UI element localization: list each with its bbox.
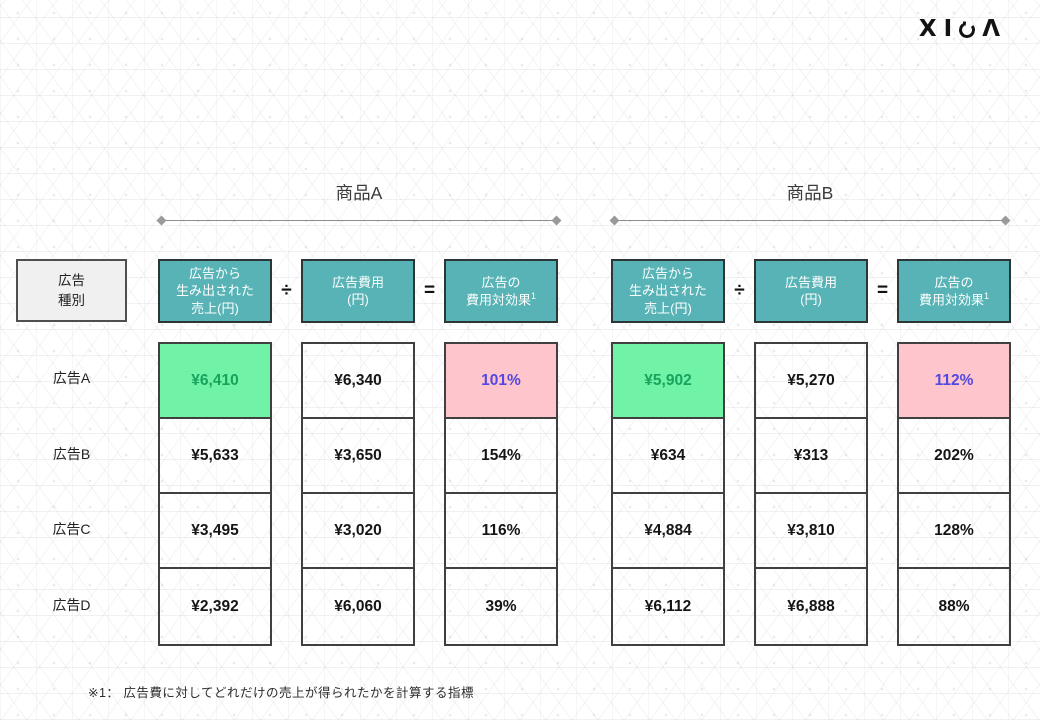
footnote-marker: 1: [531, 290, 537, 301]
product-a-roi-column: 101% 154% 116% 39%: [444, 342, 558, 646]
cost-cell: ¥3,650: [303, 419, 413, 494]
roi-column-header: 広告の 費用対効果1: [444, 259, 558, 323]
header-line: 広告から: [188, 266, 241, 282]
product-a-header: 商品A: [156, 180, 562, 226]
logo-letter-c-icon: [958, 20, 977, 39]
divider-line: [618, 220, 1002, 221]
header-line-text: 費用対効果: [918, 292, 984, 308]
footnote: ※1： 広告費に対してどれだけの売上が得られたかを計算する指標: [88, 686, 475, 700]
ad-type-label-line1: 広告: [58, 272, 85, 288]
row-label-ad-b: 広告B: [52, 446, 91, 462]
divider-line: [165, 220, 553, 221]
header-line: (円): [347, 292, 369, 307]
cost-cell: ¥6,060: [334, 597, 382, 615]
revenue-cell: ¥634: [613, 419, 723, 494]
product-b-cost-column: ¥5,270 ¥313 ¥3,810 ¥6,888: [754, 342, 868, 646]
product-a-column-headers: 広告から 生み出された 売上(円) ÷ 広告費用 (円) = 広告の 費用対効果…: [158, 259, 558, 323]
cost-cell: ¥3,020: [303, 494, 413, 569]
divide-operator: ÷: [281, 280, 292, 301]
header-line: 売上(円): [644, 300, 692, 316]
product-b-title: 商品B: [786, 183, 834, 203]
header-line: 生み出された: [175, 283, 254, 299]
roi-cell: 116%: [446, 494, 556, 569]
product-b-roi-column: 112% 202% 128% 88%: [897, 342, 1011, 646]
revenue-cell: ¥4,884: [613, 494, 723, 569]
header-line: 広告の: [934, 274, 974, 290]
revenue-column-header: 広告から 生み出された 売上(円): [611, 259, 725, 323]
product-a-title: 商品A: [335, 183, 383, 203]
cost-cell: ¥313: [756, 419, 866, 494]
roi-cell: 39%: [485, 597, 517, 615]
roi-column-header: 広告の 費用対効果1: [897, 259, 1011, 323]
divide-operator: ÷: [734, 280, 745, 301]
diamond-endpoint-icon: [1000, 215, 1011, 226]
roi-cell-highlight: 112%: [899, 344, 1009, 419]
row-label-ad-a: 広告A: [52, 370, 91, 386]
ad-type-label-line2: 種別: [58, 292, 85, 308]
header-line-text: 費用対効果: [465, 292, 531, 308]
footnote-marker: 1: [984, 290, 990, 301]
header-line: 費用対効果1: [466, 291, 536, 308]
revenue-cell-highlight: ¥5,902: [613, 344, 723, 419]
row-label-ad-c: 広告C: [52, 521, 91, 537]
cost-column-header: 広告費用 (円): [754, 259, 868, 323]
diamond-endpoint-icon: [609, 215, 620, 226]
product-b-column-headers: 広告から 生み出された 売上(円) ÷ 広告費用 (円) = 広告の 費用対効果…: [611, 259, 1011, 323]
header-line: 広告費用: [784, 274, 837, 290]
product-b-revenue-column: ¥5,902 ¥634 ¥4,884 ¥6,112: [611, 342, 725, 646]
header-line: 売上(円): [191, 300, 239, 316]
product-a-divider: [156, 215, 562, 226]
xica-logo: X I Λ: [919, 18, 1000, 41]
cost-column-header: 広告費用 (円): [301, 259, 415, 323]
ad-type-header-box: 広告 種別: [16, 259, 127, 322]
cost-cell: ¥6,888: [787, 597, 835, 615]
product-b-data-table: ¥5,902 ¥634 ¥4,884 ¥6,112 ¥5,270 ¥313 ¥3…: [611, 342, 1011, 646]
roi-cell: 154%: [446, 419, 556, 494]
roi-cell: 202%: [899, 419, 1009, 494]
revenue-cell: ¥2,392: [191, 597, 239, 615]
header-line: 費用対効果1: [919, 291, 989, 308]
product-a-revenue-column: ¥6,410 ¥5,633 ¥3,495 ¥2,392: [158, 342, 272, 646]
cost-cell: ¥5,270: [756, 344, 866, 419]
equals-operator: =: [876, 280, 889, 301]
diamond-endpoint-icon: [551, 215, 562, 226]
revenue-cell-highlight: ¥6,410: [160, 344, 270, 419]
logo-letter-x: X: [918, 16, 937, 42]
logo-letter-i: I: [943, 16, 953, 42]
product-b-divider: [609, 215, 1011, 226]
cost-cell: ¥6,340: [303, 344, 413, 419]
header-line: 広告から: [641, 266, 694, 282]
equals-operator: =: [423, 280, 436, 301]
roi-cell: 128%: [899, 494, 1009, 569]
header-line: 広告の: [481, 274, 521, 290]
diamond-endpoint-icon: [156, 215, 167, 226]
product-a-cost-column: ¥6,340 ¥3,650 ¥3,020 ¥6,060: [301, 342, 415, 646]
header-line: (円): [800, 292, 822, 307]
revenue-column-header: 広告から 生み出された 売上(円): [158, 259, 272, 323]
roi-cell: 88%: [938, 597, 970, 615]
cost-cell: ¥3,810: [756, 494, 866, 569]
header-line: 生み出された: [628, 283, 707, 299]
roi-cell-highlight: 101%: [446, 344, 556, 419]
revenue-cell: ¥6,112: [644, 597, 692, 615]
revenue-cell: ¥5,633: [160, 419, 270, 494]
logo-letter-a: Λ: [982, 16, 1000, 42]
row-label-ad-d: 広告D: [52, 597, 91, 613]
product-b-header: 商品B: [609, 180, 1011, 226]
product-a-data-table: ¥6,410 ¥5,633 ¥3,495 ¥2,392 ¥6,340 ¥3,65…: [158, 342, 558, 646]
revenue-cell: ¥3,495: [160, 494, 270, 569]
header-line: 広告費用: [331, 274, 384, 290]
